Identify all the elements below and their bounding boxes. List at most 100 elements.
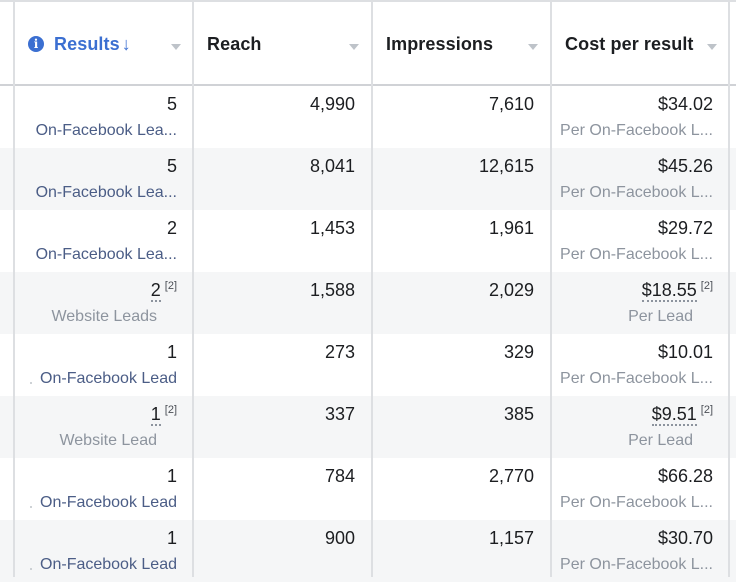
cost-value: $66.28 — [657, 466, 713, 486]
caret-down-icon[interactable] — [171, 44, 181, 50]
cost-type-label: Per On-Facebook L... — [560, 370, 713, 387]
reach-cell: 337 — [194, 396, 355, 458]
table-row: 2 [2] Website Leads 1,588 2,029 $18.55 [2]… — [0, 272, 736, 334]
cost-cell: $30.70 Per On-Facebook L... — [552, 520, 713, 582]
results-value-with-note[interactable]: 2 [2] — [150, 280, 177, 302]
table-row: 1 [2] Website Lead 337 385 $9.51 [2] Per L… — [0, 396, 736, 458]
caret-down-icon[interactable] — [349, 44, 359, 50]
results-value: 5 — [166, 94, 177, 114]
result-type-label: Website Lead — [59, 432, 157, 449]
table-row: 1 On-Facebook Lead 900 1,157 $30.70 Per … — [0, 520, 736, 582]
footnote-marker: [2] — [700, 404, 713, 416]
reach-value: 784 — [324, 466, 355, 486]
result-type-link[interactable]: On-Facebook Lead — [40, 370, 177, 387]
reach-value: 900 — [324, 528, 355, 548]
impressions-cell: 1,157 — [373, 520, 534, 582]
cost-type-label: Per On-Facebook L... — [560, 184, 713, 201]
impressions-value: 12,615 — [478, 156, 534, 176]
results-value: 2 — [166, 218, 177, 238]
impressions-value: 329 — [503, 342, 534, 362]
results-value: 1 — [166, 528, 177, 548]
header-impressions-label[interactable]: Impressions — [386, 33, 494, 54]
caret-down-icon[interactable] — [528, 44, 538, 50]
cost-type-label: Per On-Facebook L... — [560, 494, 713, 511]
results-value-with-note[interactable]: 1 [2] — [150, 404, 177, 426]
reach-cell: 4,990 — [194, 86, 355, 148]
reach-value: 1,453 — [309, 218, 355, 238]
impressions-value: 1,157 — [488, 528, 534, 548]
header-reach[interactable]: Reach — [207, 2, 367, 86]
result-type-link[interactable]: On-Facebook Lea... — [35, 246, 177, 263]
impressions-value: 7,610 — [488, 94, 534, 114]
results-value[interactable]: 1 — [150, 404, 161, 426]
bullet-dot — [30, 382, 32, 384]
header-impressions[interactable]: Impressions — [386, 2, 546, 86]
results-value: 1 — [166, 342, 177, 362]
column-divider[interactable] — [550, 0, 552, 577]
header-cost-per-result[interactable]: Cost per result — [565, 2, 725, 86]
result-type-link[interactable]: On-Facebook Lead — [40, 556, 177, 573]
reach-cell: 1,453 — [194, 210, 355, 272]
cost-value: $29.72 — [657, 218, 713, 238]
results-cell: 1 [2] Website Lead — [15, 396, 177, 458]
header-results-label[interactable]: Results — [54, 33, 120, 54]
cost-type-label: Per On-Facebook L... — [560, 122, 713, 139]
column-divider[interactable] — [371, 0, 373, 577]
arrow-down-icon: ↓ — [121, 33, 131, 54]
impressions-cell: 329 — [373, 334, 534, 396]
reach-cell: 784 — [194, 458, 355, 520]
cost-value[interactable]: $18.55 — [641, 280, 697, 302]
reach-cell: 900 — [194, 520, 355, 582]
column-divider[interactable] — [728, 0, 730, 577]
impressions-value: 2,770 — [488, 466, 534, 486]
cost-type-label: Per On-Facebook L... — [560, 246, 713, 263]
cost-cell: $29.72 Per On-Facebook L... — [552, 210, 713, 272]
cost-value-with-note[interactable]: $9.51 [2] — [651, 404, 713, 426]
results-cell: 2 On-Facebook Lea... — [15, 210, 177, 272]
column-divider — [13, 0, 15, 577]
cost-value: $34.02 — [657, 94, 713, 114]
impressions-cell: 12,615 — [373, 148, 534, 210]
cost-type-label: Per Lead — [628, 308, 693, 325]
caret-down-icon[interactable] — [707, 44, 717, 50]
cost-value[interactable]: $9.51 — [651, 404, 697, 426]
reach-value: 4,990 — [309, 94, 355, 114]
impressions-cell: 385 — [373, 396, 534, 458]
header-reach-label[interactable]: Reach — [207, 33, 262, 54]
impressions-value: 385 — [503, 404, 534, 424]
cost-cell: $34.02 Per On-Facebook L... — [552, 86, 713, 148]
reach-value: 8,041 — [309, 156, 355, 176]
cost-value-with-note[interactable]: $18.55 [2] — [641, 280, 713, 302]
results-cell: 5 On-Facebook Lea... — [15, 86, 177, 148]
impressions-value: 2,029 — [488, 280, 534, 300]
result-type-link[interactable]: On-Facebook Lea... — [35, 184, 177, 201]
table-row: 5 On-Facebook Lea... 4,990 7,610 $34.02 … — [0, 86, 736, 148]
cost-value: $10.01 — [657, 342, 713, 362]
column-divider[interactable] — [192, 0, 194, 577]
reach-cell: 273 — [194, 334, 355, 396]
cost-cell: $9.51 [2] Per Lead — [552, 396, 713, 458]
cost-cell: $45.26 Per On-Facebook L... — [552, 148, 713, 210]
reach-cell: 1,588 — [194, 272, 355, 334]
impressions-cell: 2,770 — [373, 458, 534, 520]
reach-cell: 8,041 — [194, 148, 355, 210]
cost-cell: $18.55 [2] Per Lead — [552, 272, 713, 334]
result-type-link[interactable]: On-Facebook Lead — [40, 494, 177, 511]
header-cost-per-result-label[interactable]: Cost per result — [565, 33, 694, 54]
results-cell: 5 On-Facebook Lea... — [15, 148, 177, 210]
reach-value: 273 — [324, 342, 355, 362]
cost-cell: $10.01 Per On-Facebook L... — [552, 334, 713, 396]
results-value[interactable]: 2 — [150, 280, 161, 302]
header-results[interactable]: i Results ↓ — [28, 2, 188, 86]
info-icon[interactable]: i — [28, 36, 44, 52]
impressions-cell: 7,610 — [373, 86, 534, 148]
table-row: 1 On-Facebook Lead 784 2,770 $66.28 Per … — [0, 458, 736, 520]
cost-type-label: Per On-Facebook L... — [560, 556, 713, 573]
cost-value: $30.70 — [657, 528, 713, 548]
footnote-marker: [2] — [164, 404, 177, 416]
result-type-link[interactable]: On-Facebook Lea... — [35, 122, 177, 139]
cost-cell: $66.28 Per On-Facebook L... — [552, 458, 713, 520]
impressions-value: 1,961 — [488, 218, 534, 238]
reach-value: 337 — [324, 404, 355, 424]
results-cell: 1 On-Facebook Lead — [15, 334, 177, 396]
